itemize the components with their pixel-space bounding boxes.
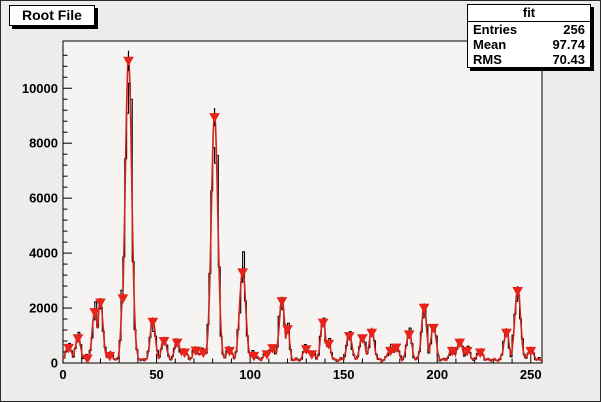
- y-axis-tick-labels: 0 2000 4000 6000 8000 10000: [22, 81, 58, 371]
- peak-marker: [237, 268, 248, 278]
- peak-marker: [512, 287, 524, 297]
- stats-row-mean: Mean 97.74: [468, 37, 590, 52]
- peak-marker: [267, 344, 278, 354]
- peak-marker: [276, 297, 288, 307]
- peak-marker: [357, 334, 368, 344]
- x-axis-tick-labels: 0 50 100 150 200 250: [59, 367, 541, 382]
- stats-label: RMS: [473, 52, 502, 67]
- peak-marker: [403, 330, 415, 340]
- title-pave[interactable]: Root File: [9, 5, 95, 26]
- peak-marker: [158, 337, 170, 347]
- peak-marker: [95, 298, 106, 309]
- peak-marker: [446, 346, 458, 357]
- svg-text:100: 100: [239, 367, 261, 382]
- svg-text:50: 50: [149, 367, 163, 382]
- peak-marker: [461, 346, 473, 357]
- stats-title: fit: [468, 5, 590, 22]
- peak-marker: [147, 317, 159, 328]
- peak-marker: [89, 308, 101, 318]
- stats-value: 97.74: [552, 37, 585, 52]
- peak-marker: [123, 56, 134, 67]
- peak-marker: [81, 354, 93, 365]
- stats-value: 256: [563, 22, 585, 37]
- stats-label: Entries: [473, 22, 518, 37]
- peak-marker: [418, 303, 430, 314]
- peak-marker: [390, 343, 402, 354]
- peak-marker: [209, 113, 220, 123]
- peak-marker: [117, 294, 129, 304]
- peak-marker: [190, 346, 202, 357]
- axis-ticks: [62, 54, 532, 364]
- peak-marker: [428, 323, 439, 334]
- plot-frame: [62, 40, 543, 364]
- peak-marker: [63, 343, 74, 354]
- stats-row-rms: RMS 70.43: [468, 52, 590, 67]
- svg-text:200: 200: [426, 367, 448, 382]
- peak-marker: [224, 346, 235, 357]
- stats-row-entries: Entries 256: [468, 22, 590, 37]
- svg-text:0: 0: [51, 356, 58, 371]
- peak-marker: [306, 350, 318, 360]
- svg-text:250: 250: [520, 367, 542, 382]
- peak-marker: [179, 348, 190, 359]
- peak-marker: [248, 351, 260, 362]
- peak-marker: [282, 325, 293, 335]
- peak-marker: [454, 338, 466, 349]
- peak-marker: [323, 339, 335, 350]
- svg-text:8000: 8000: [29, 136, 58, 151]
- svg-text:2000: 2000: [29, 301, 58, 316]
- svg-text:6000: 6000: [29, 191, 58, 206]
- stats-value: 70.43: [552, 52, 585, 67]
- svg-text:0: 0: [59, 367, 66, 382]
- plot-title: Root File: [22, 7, 82, 23]
- peak-marker: [171, 338, 183, 349]
- stats-pave[interactable]: fit Entries 256 Mean 97.74 RMS 70.43: [467, 4, 591, 68]
- peak-marker: [501, 328, 512, 339]
- peak-marker: [300, 345, 312, 355]
- peak-marker: [104, 351, 116, 362]
- svg-text:4000: 4000: [29, 246, 58, 261]
- peak-marker: [197, 348, 209, 359]
- peak-marker: [385, 346, 396, 357]
- peak-marker: [366, 328, 378, 339]
- peak-marker: [261, 350, 273, 360]
- peak-marker: [343, 332, 355, 342]
- peak-marker: [525, 346, 537, 357]
- peak-marker: [474, 348, 486, 359]
- svg-text:10000: 10000: [22, 81, 58, 96]
- peak-marker: [72, 334, 84, 344]
- peak-marker: [317, 318, 329, 329]
- svg-text:150: 150: [333, 367, 355, 382]
- peak-markers: [63, 56, 537, 365]
- stats-label: Mean: [473, 37, 507, 52]
